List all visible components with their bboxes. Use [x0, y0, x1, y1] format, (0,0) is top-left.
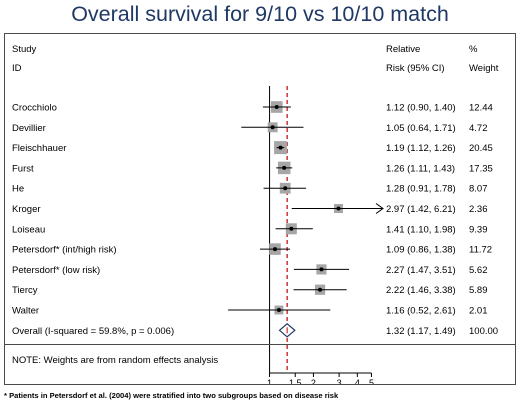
point-estimate [278, 145, 283, 150]
point-estimate [318, 287, 323, 292]
point-estimate [319, 267, 324, 272]
point-estimate [289, 226, 294, 231]
study-labels: Crocchiolo Devillier Fleischhauer Furst He Kr… [12, 103, 174, 337]
weight-label: 12.44 [469, 103, 493, 114]
x-tick-label: 1 [267, 378, 272, 384]
study-label: Furst [12, 163, 34, 174]
weight-label: 4.72 [469, 123, 488, 134]
study-label: Petersdorf* (low risk) [12, 265, 100, 276]
plot-marks: 1 1.5 2 3 4 5 [228, 86, 384, 384]
header-study: Study [12, 44, 37, 55]
rr-ci-label: 1.05 (0.64, 1.71) [386, 123, 456, 134]
x-tick-label: 1.5 [289, 378, 302, 384]
forest-plot: Study ID Relative Risk (95% CI) % Weight… [5, 44, 515, 384]
header-percent: % [469, 44, 478, 55]
point-estimate [274, 105, 279, 109]
header-id: ID [12, 63, 22, 74]
footnote: * Patients in Petersdorf et al. (2004) w… [4, 391, 339, 400]
rr-ci-label: 1.19 (1.12, 1.26) [386, 143, 456, 154]
study-label: Crocchiolo [12, 103, 57, 114]
weights-note: NOTE: Weights are from random effects an… [12, 355, 218, 366]
rr-ci-label: 1.12 (0.90, 1.40) [386, 103, 456, 114]
ci-arrow [375, 203, 384, 214]
point-estimate [273, 247, 278, 252]
weight-labels: 12.44 4.72 20.45 17.35 8.07 2.36 9.39 11.72 5.62… [469, 103, 498, 337]
study-label: Loiseau [12, 224, 45, 235]
weight-label: 11.72 [469, 245, 492, 256]
study-label: Walter [12, 306, 39, 317]
forest-plot-panel: Study ID Relative Risk (95% CI) % Weight… [4, 33, 516, 385]
weight-label: 5.89 [469, 285, 488, 296]
header-risk-ci: Risk (95% CI) [386, 63, 445, 74]
overall-rr-ci-label: 1.32 (1.17, 1.49) [386, 326, 456, 337]
weight-label: 20.45 [469, 143, 493, 154]
rr-ci-label: 1.28 (0.91, 1.78) [386, 184, 456, 195]
x-tick-label: 2 [311, 378, 316, 384]
rr-ci-label: 2.97 (1.42, 6.21) [386, 204, 456, 215]
rr-ci-label: 1.41 (1.10, 1.98) [386, 224, 456, 235]
weight-label: 8.07 [469, 184, 488, 195]
rr-ci-label: 1.26 (1.11, 1.43) [386, 163, 455, 174]
study-label: He [12, 184, 24, 195]
rr-ci-label: 2.22 (1.46, 3.38) [386, 285, 456, 296]
x-tick-label: 4 [355, 378, 360, 384]
study-label: Devillier [12, 123, 46, 134]
weight-label: 17.35 [469, 163, 493, 174]
weight-label: 5.62 [469, 265, 488, 276]
study-label: Tiercy [12, 285, 38, 296]
x-tick-label: 5 [369, 378, 374, 384]
point-estimate [270, 125, 275, 130]
overall-weight-label: 100.00 [469, 326, 498, 337]
study-label: Kroger [12, 204, 41, 215]
rr-ci-label: 1.16 (0.52, 2.61) [386, 306, 456, 317]
point-estimate [276, 308, 281, 312]
point-estimate [282, 165, 287, 170]
weight-label: 2.01 [469, 306, 488, 317]
header-relative: Relative [386, 44, 420, 55]
weight-label: 2.36 [469, 204, 488, 215]
point-estimate [336, 206, 341, 211]
weight-label: 9.39 [469, 224, 488, 235]
overall-label: Overall (I-squared = 59.8%, p = 0.006) [12, 326, 174, 337]
rr-ci-label: 2.27 (1.47, 3.51) [386, 265, 456, 276]
rr-labels: 1.12 (0.90, 1.40) 1.05 (0.64, 1.71) 1.19 (… [386, 103, 456, 337]
point-estimate [283, 186, 288, 191]
chart-title: Overall survival for 9/10 vs 10/10 match [71, 2, 449, 26]
study-label: Petersdorf* (int/high risk) [12, 245, 117, 256]
study-label: Fleischhauer [12, 143, 66, 154]
x-tick-label: 3 [337, 378, 342, 384]
rr-ci-label: 1.09 (0.86, 1.38) [386, 245, 456, 256]
header-weight: Weight [469, 63, 499, 74]
